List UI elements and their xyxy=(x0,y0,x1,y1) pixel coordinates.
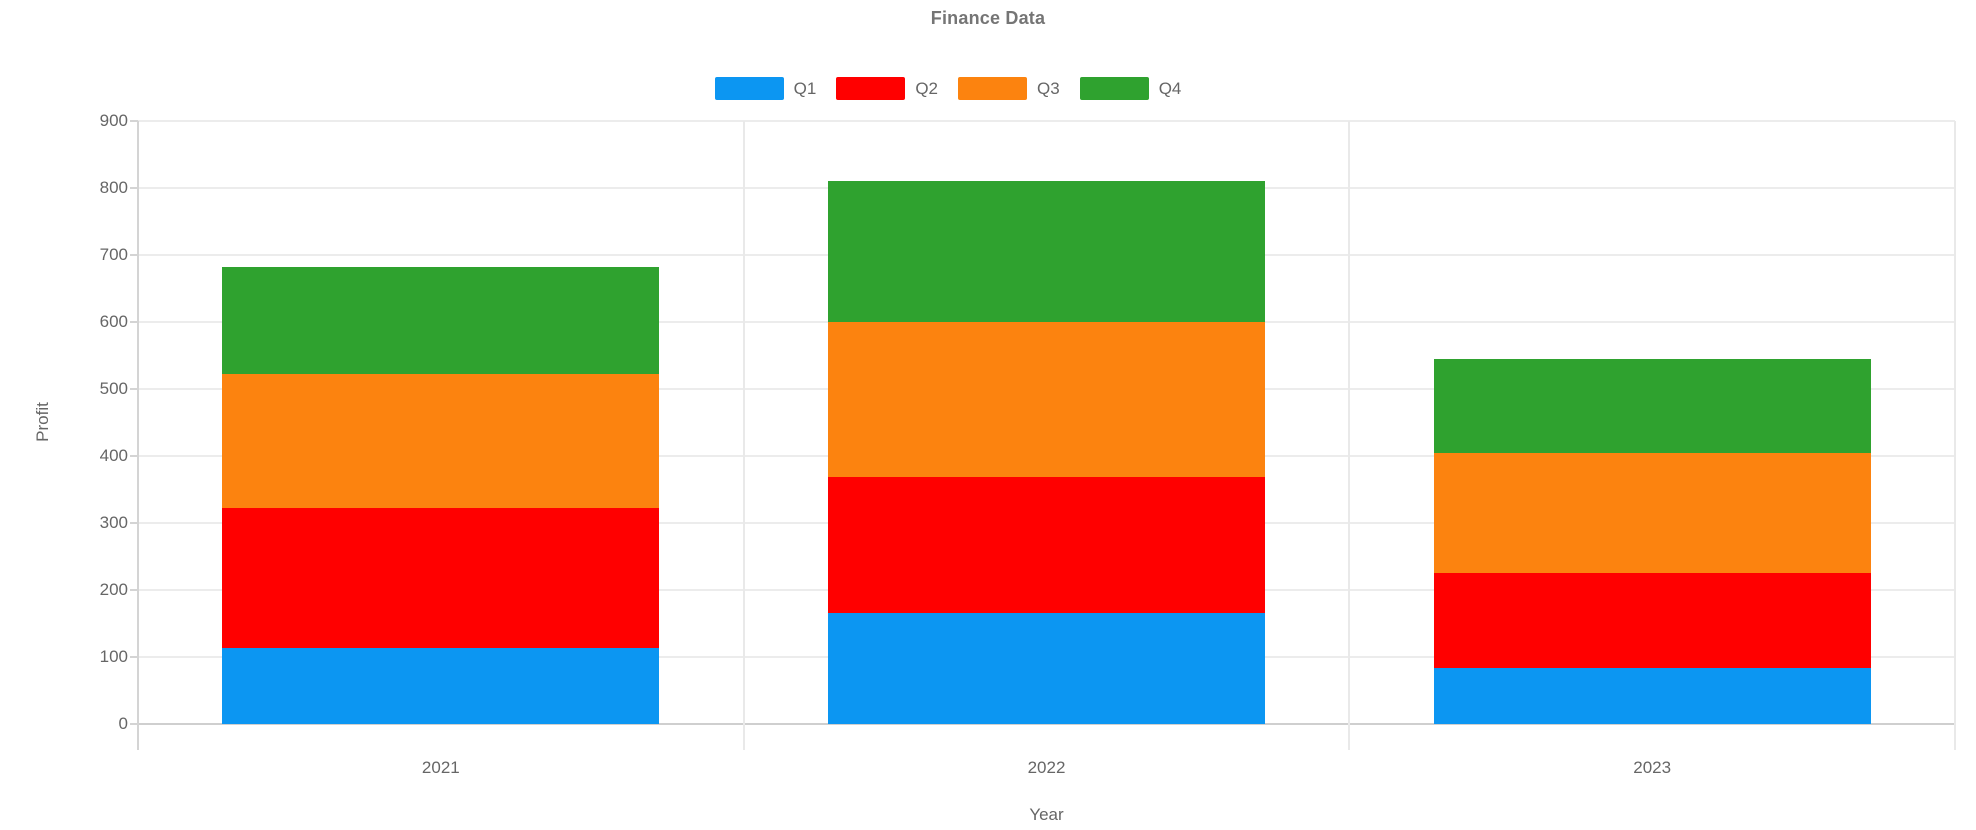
y-tick-label: 300 xyxy=(99,513,128,532)
x-tick-label-2023: 2023 xyxy=(1633,758,1672,777)
y-tick-label: 200 xyxy=(99,580,128,599)
y-tick-mark xyxy=(130,321,138,323)
y-tick-mark xyxy=(130,589,138,591)
y-tick-label: 0 xyxy=(118,714,128,733)
legend-label: Q2 xyxy=(915,79,938,98)
gridline-x xyxy=(1954,121,1956,750)
x-axis-line xyxy=(138,723,1955,725)
bar-segment-q3-2021[interactable] xyxy=(222,374,660,509)
y-tick-mark xyxy=(130,522,138,524)
legend-label: Q3 xyxy=(1037,79,1060,98)
chart-legend: Q1 Q2 Q3 Q4 xyxy=(0,77,1936,100)
bar-segment-q2-2023[interactable] xyxy=(1433,573,1871,668)
bar-segment-q4-2022[interactable] xyxy=(828,181,1265,322)
legend-item-q2[interactable]: Q2 xyxy=(836,77,938,100)
y-tick-label: 800 xyxy=(99,178,128,197)
bar-segment-q3-2023[interactable] xyxy=(1433,452,1871,574)
y-tick-mark xyxy=(130,254,138,256)
y-tick-label: 500 xyxy=(99,379,128,398)
legend-item-q1[interactable]: Q1 xyxy=(714,77,817,100)
legend-label: Q4 xyxy=(1158,79,1182,98)
y-tick-label: 400 xyxy=(99,446,128,465)
y-tick-label: 700 xyxy=(99,245,128,264)
bar-segment-q4-2021[interactable] xyxy=(222,267,660,375)
legend-swatch-q2 xyxy=(836,77,906,100)
bar-segment-q2-2021[interactable] xyxy=(222,508,660,649)
y-tick-label: 900 xyxy=(99,111,128,130)
bar-segment-q1-2022[interactable] xyxy=(828,612,1265,724)
y-tick-mark xyxy=(130,187,138,189)
legend-swatch-q3 xyxy=(958,77,1027,100)
legend-label: Q1 xyxy=(793,79,817,98)
bar-segment-q1-2023[interactable] xyxy=(1433,667,1871,724)
bar-segment-q2-2022[interactable] xyxy=(828,477,1265,613)
gridline-y xyxy=(138,120,1955,122)
y-tick-label: 600 xyxy=(99,312,128,331)
y-tick-mark xyxy=(130,388,138,390)
gridline-y xyxy=(138,321,1955,323)
plot-area xyxy=(137,120,1956,750)
y-tick-mark xyxy=(130,455,138,457)
gridline-x xyxy=(1348,121,1350,750)
legend-swatch-q4 xyxy=(1079,77,1149,100)
y-tick-mark xyxy=(130,656,138,658)
y-axis-line xyxy=(137,121,139,750)
gridline-x xyxy=(743,121,745,750)
bar-segment-q1-2021[interactable] xyxy=(222,648,660,724)
y-tick-label: 100 xyxy=(99,647,128,666)
bar-segment-q3-2022[interactable] xyxy=(828,322,1265,478)
x-axis-title: Year xyxy=(1029,805,1064,824)
x-tick-label-2022: 2022 xyxy=(1027,758,1066,777)
y-tick-mark xyxy=(130,723,138,725)
legend-swatch-q1 xyxy=(714,77,784,100)
y-tick-mark xyxy=(130,120,138,122)
chart-title: Finance Data xyxy=(930,8,1046,28)
legend-item-q4[interactable]: Q4 xyxy=(1079,77,1182,100)
x-tick-label-2021: 2021 xyxy=(421,758,460,777)
bar-segment-q4-2023[interactable] xyxy=(1433,358,1871,453)
legend-item-q3[interactable]: Q3 xyxy=(958,77,1060,100)
y-axis-title: Profit xyxy=(33,402,52,442)
